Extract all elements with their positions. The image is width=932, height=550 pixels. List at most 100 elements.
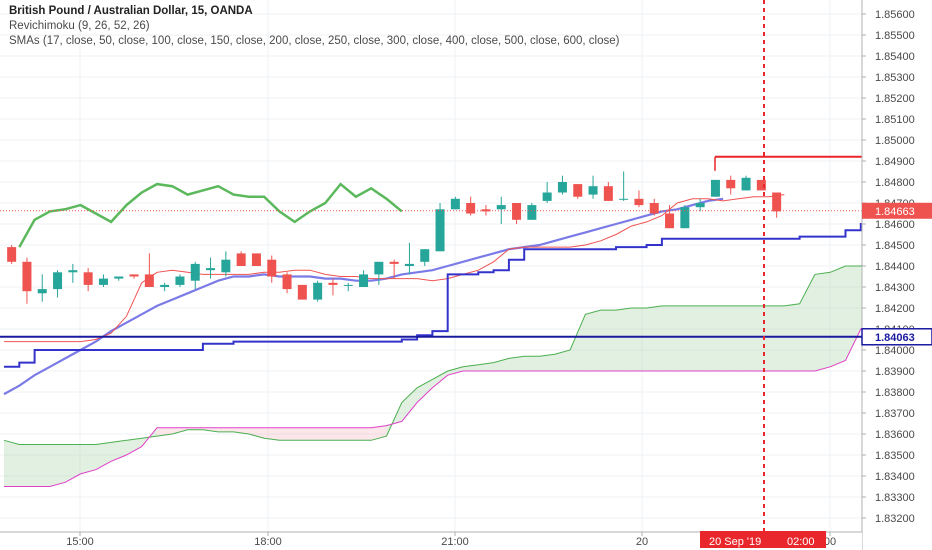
- time-axis-bg: [0, 532, 862, 550]
- cloud-segment: [218, 427, 234, 432]
- candle-body: [557, 182, 567, 193]
- overlays: [0, 0, 862, 532]
- candle: [236, 251, 246, 266]
- price-axis-bg: [862, 0, 932, 550]
- candle: [313, 280, 323, 302]
- cloud-segment: [371, 425, 387, 441]
- time-tick-label: 00: [824, 536, 836, 548]
- cloud-segment: [187, 427, 203, 430]
- candle-body: [37, 289, 47, 294]
- candle-body: [450, 198, 460, 210]
- candle-body: [359, 274, 369, 287]
- lagging-span-line: [18, 182, 403, 248]
- candle: [603, 182, 613, 201]
- cloud-segment: [830, 266, 846, 367]
- cloud-segment: [279, 427, 295, 441]
- candle-body: [53, 272, 63, 290]
- candle-body: [741, 177, 751, 191]
- candle: [634, 190, 644, 208]
- candle: [343, 282, 353, 292]
- candle-body: [496, 205, 506, 210]
- candle: [267, 255, 277, 283]
- cloud-segment: [493, 358, 509, 371]
- cloud-segment: [355, 427, 372, 441]
- candle-body: [726, 179, 736, 189]
- cloud-segment: [661, 305, 678, 371]
- candle-body: [282, 274, 292, 290]
- candle-body: [588, 186, 598, 195]
- price-tick-label: 1.84500: [875, 240, 915, 252]
- grid-lines: [0, 0, 862, 532]
- candle-body: [343, 284, 353, 286]
- candle: [420, 249, 430, 266]
- candle-body: [603, 186, 613, 201]
- cloud-segment: [692, 305, 708, 371]
- cloud-segment: [172, 427, 188, 434]
- cloud-segment: [478, 362, 494, 371]
- cloud-segment: [447, 366, 463, 376]
- candle-body: [251, 253, 261, 266]
- price-tick-label: 1.83700: [875, 408, 915, 420]
- current-price-badge: [862, 202, 932, 219]
- candle: [98, 274, 108, 287]
- cloud-segment: [4, 440, 20, 487]
- cloud-segment: [524, 356, 540, 371]
- candle: [374, 261, 384, 285]
- time-axis[interactable]: 15:00 18:00 21:00 20 00 20 Sep '19 02:00: [0, 531, 862, 550]
- cloud-segment: [325, 427, 341, 441]
- cloud-segment: [19, 444, 35, 487]
- price-tick-label: 1.84900: [875, 156, 915, 168]
- price-tick-label: 1.83800: [875, 387, 915, 399]
- cloud-segment: [65, 444, 81, 483]
- line-price-badge: [861, 328, 932, 346]
- candle: [144, 253, 154, 287]
- candle: [726, 175, 736, 195]
- price-axis[interactable]: 1.85600 1.85500 1.85400 1.85300 1.85200 1.851…: [861, 0, 932, 550]
- cloud-segment: [585, 310, 601, 371]
- candle: [741, 175, 751, 191]
- time-tick-label: 18:00: [254, 536, 282, 548]
- price-tick-label: 1.85000: [875, 135, 915, 147]
- price-tick-label: 1.84000: [875, 345, 915, 357]
- price-tick-label: 1.83500: [875, 450, 915, 462]
- candle: [175, 274, 185, 287]
- candle-body: [634, 198, 644, 206]
- candle-body: [297, 284, 307, 300]
- candle: [206, 257, 216, 279]
- candle: [22, 257, 32, 304]
- candle-body: [573, 184, 583, 197]
- price-tick-label: 1.84600: [875, 219, 915, 231]
- cloud-segment: [340, 427, 356, 441]
- cloud-segment: [616, 308, 632, 371]
- cloud-segment: [799, 274, 815, 371]
- cloud-segment: [508, 356, 525, 371]
- chart-legend: British Pound / Australian Dollar, 15, O…: [9, 4, 619, 49]
- candle: [251, 253, 261, 266]
- legend-title: British Pound / Australian Dollar, 15, O…: [9, 5, 253, 17]
- cloud-segment: [570, 314, 586, 371]
- cloud-segment: [34, 444, 50, 487]
- candle-body: [68, 270, 78, 273]
- senkou-span-b: [4, 328, 932, 487]
- candle: [450, 196, 460, 210]
- candle-body: [420, 249, 430, 262]
- price-tick-label: 1.84400: [875, 261, 915, 273]
- price-tick-label: 1.83200: [875, 513, 915, 525]
- kijun-line: [4, 221, 878, 368]
- legend-ichimoku: Revichimoku (9, 26, 52, 26): [9, 20, 150, 32]
- candle-body: [83, 272, 93, 285]
- candle-body: [236, 253, 246, 266]
- candle: [619, 171, 629, 201]
- candle: [512, 203, 522, 224]
- candle: [389, 259, 399, 279]
- time-tick-label: 15:00: [66, 536, 94, 548]
- candle-body: [756, 179, 766, 191]
- cloud-segment: [707, 305, 724, 371]
- candle-body: [22, 261, 32, 292]
- cloud-segment: [631, 308, 647, 371]
- candle-body: [435, 209, 445, 252]
- candle: [756, 179, 766, 191]
- candle: [190, 261, 200, 290]
- cloud-segment: [723, 305, 739, 371]
